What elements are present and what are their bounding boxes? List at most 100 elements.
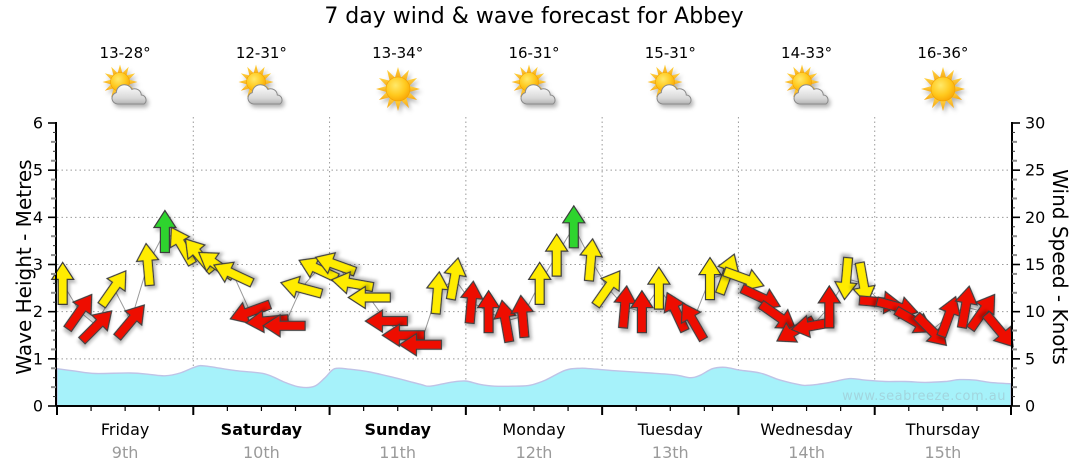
temperature-range: 15-31° xyxy=(644,44,696,62)
wind-arrow-yellow xyxy=(852,261,876,306)
sun-ray xyxy=(647,79,658,85)
sun-ray xyxy=(238,79,249,85)
temperature-range: 14-33° xyxy=(781,44,833,62)
right-tick-label: 30 xyxy=(1025,114,1045,133)
wind-arrow-red xyxy=(680,301,709,343)
wind-arrow-red xyxy=(757,299,797,330)
day-header-friday: 13-28° xyxy=(57,44,193,114)
wind-arrow-red xyxy=(954,285,979,330)
wind-arrow-yellow xyxy=(97,269,127,309)
sun-ray xyxy=(939,99,947,111)
sun-ray xyxy=(939,67,947,79)
left-tick-label: 4 xyxy=(33,208,43,227)
left-tick-label: 1 xyxy=(33,349,43,368)
sun-cloud-icon xyxy=(784,64,829,105)
day-name: Wednesday xyxy=(760,420,853,439)
weather-icon-box xyxy=(193,64,329,114)
cloud xyxy=(793,84,829,105)
wind-arrow-yellow xyxy=(833,256,859,301)
wind-arrow-red xyxy=(817,284,842,329)
sun-ray xyxy=(526,64,532,74)
cloud xyxy=(656,84,692,105)
sun-ray xyxy=(537,79,547,85)
wind-arrow-green xyxy=(561,204,586,249)
wind-arrow-red xyxy=(364,308,408,334)
sun-ray xyxy=(784,79,794,85)
wind-arrow-red xyxy=(459,280,484,325)
day-header-thursday: 16-36° xyxy=(875,44,1011,114)
day-name: Monday xyxy=(502,420,566,439)
sun-ray xyxy=(953,85,965,93)
day-header-sunday: 13-34° xyxy=(330,44,466,114)
left-tick-label: 2 xyxy=(33,302,43,321)
day-date: 12th xyxy=(515,443,553,462)
right-tick-label: 20 xyxy=(1025,208,1045,227)
day-date: 9th xyxy=(111,443,139,462)
right-tick-label: 5 xyxy=(1025,349,1035,368)
sun-ray xyxy=(264,79,274,85)
temperature-range: 13-34° xyxy=(372,44,424,62)
right-tick-label: 25 xyxy=(1025,161,1045,180)
sun-icon xyxy=(920,67,965,111)
weather-icon-box xyxy=(739,64,875,114)
wind-arrow-red xyxy=(966,293,996,333)
wind-arrow-red xyxy=(398,332,442,357)
wind-arrows xyxy=(50,204,1014,357)
wind-arrow-yellow xyxy=(579,237,604,282)
day-header-tuesday: 15-31° xyxy=(602,44,738,114)
sun-ray xyxy=(673,79,683,85)
wind-arrow-yellow xyxy=(279,275,324,299)
sun-cloud-icon xyxy=(238,64,283,105)
sun-ray xyxy=(253,64,259,74)
wind-arrow-yellow xyxy=(591,269,621,309)
sun-ray xyxy=(920,85,933,93)
wind-arrow-red xyxy=(493,299,517,344)
temperature-range: 13-28° xyxy=(99,44,151,62)
wind-arrow-yellow xyxy=(212,261,255,288)
wind-arrow-red xyxy=(63,293,93,333)
chart-title: 7 day wind & wave forecast for Abbey xyxy=(324,4,744,29)
weather-icon-box xyxy=(602,64,738,114)
day-date: 11th xyxy=(379,443,417,462)
temperature-range: 12-31° xyxy=(235,44,287,62)
left-tick-label: 5 xyxy=(33,161,43,180)
left-tick-label: 0 xyxy=(33,397,43,416)
weather-icon-box xyxy=(875,64,1011,114)
wind-arrow-red xyxy=(113,304,146,341)
sun-disc xyxy=(385,76,410,102)
sun-ray xyxy=(375,85,388,93)
wind-arrow-yellow xyxy=(425,270,450,315)
day-name: Friday xyxy=(100,420,150,439)
temperature-range: 16-31° xyxy=(508,44,560,62)
sun-ray xyxy=(394,99,401,111)
day-date: 10th xyxy=(243,443,280,462)
right-tick-label: 10 xyxy=(1025,302,1045,321)
sun-ray xyxy=(809,79,820,85)
wind-arrow-red xyxy=(261,313,306,338)
cloud xyxy=(111,84,147,105)
day-name: Sunday xyxy=(364,420,431,439)
wind-arrow-yellow xyxy=(314,251,358,277)
wind-arrow-red xyxy=(77,310,113,345)
day-name: Tuesday xyxy=(637,420,703,439)
sun-cloud-icon xyxy=(102,64,147,105)
day-header-monday: 16-31° xyxy=(466,44,602,114)
day-name: Saturday xyxy=(220,420,303,439)
weather-icon-box xyxy=(330,64,466,114)
wind-arrow-red xyxy=(629,289,655,334)
left-tick-label: 3 xyxy=(33,255,43,274)
right-tick-label: 0 xyxy=(1025,397,1035,416)
wind-arrow-yellow xyxy=(544,232,569,277)
sun-cloud-icon xyxy=(511,64,556,105)
sun-ray xyxy=(408,85,420,93)
sun-ray xyxy=(394,67,401,79)
weather-icon-box xyxy=(466,64,602,114)
wind-arrow-yellow xyxy=(646,265,672,310)
sun-ray xyxy=(117,64,123,74)
wind-arrow-yellow xyxy=(135,242,160,287)
cloud xyxy=(520,84,556,105)
sun-ray xyxy=(662,64,668,74)
wind-arrow-red xyxy=(510,294,535,339)
sun-ray xyxy=(128,79,138,85)
